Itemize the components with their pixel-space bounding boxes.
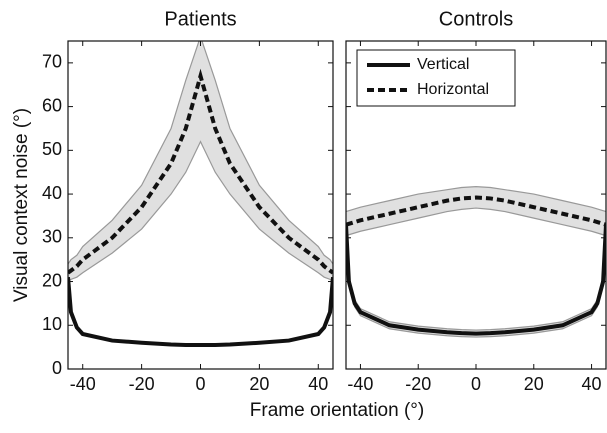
band [68,41,333,282]
x-tick-label: -20 [405,374,431,394]
band-edge [346,186,606,213]
y-tick-label: 10 [42,314,62,334]
x-tick-label: 20 [249,374,269,394]
y-tick-label: 60 [42,95,62,115]
legend-label: Horizontal [417,81,489,98]
line [68,68,333,275]
band-edge [346,207,606,237]
y-axis-label: Visual context noise (°) [11,108,32,302]
x-axis-label: Frame orientation (°) [250,400,424,421]
y-tick-label: 20 [42,270,62,290]
x-tick-label: 40 [308,374,328,394]
y-tick-label: 70 [42,52,62,72]
x-tick-label: 0 [195,374,205,394]
y-tick-label: 50 [42,139,62,159]
line [68,276,333,347]
y-tick-label: 0 [52,358,62,378]
x-tick-label: -20 [129,374,155,394]
x-tick-label: 20 [524,374,544,394]
plot-area [68,41,333,347]
y-tick-label: 30 [42,227,62,247]
x-tick-label: 0 [471,374,481,394]
legend-box [356,49,516,107]
y-tick-label: 40 [42,183,62,203]
x-tick-label: -40 [347,374,373,394]
line [346,224,606,336]
x-tick-label: -40 [70,374,96,394]
legend-label: Vertical [417,56,469,73]
band-edge [346,220,606,331]
line [346,195,606,227]
band-edge [68,41,333,265]
band [346,186,606,236]
x-tick-label: 40 [582,374,602,394]
plot-area [346,186,606,338]
panel-title: Patients [164,8,236,30]
band-edge [68,140,333,283]
panel-title: Controls [439,8,513,30]
